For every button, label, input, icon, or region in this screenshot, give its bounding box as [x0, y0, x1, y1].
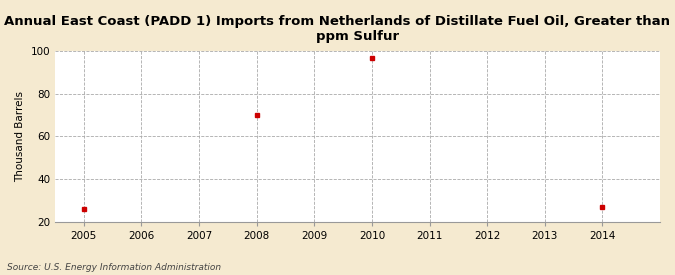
Title: Annual East Coast (PADD 1) Imports from Netherlands of Distillate Fuel Oil, Grea: Annual East Coast (PADD 1) Imports from …: [4, 15, 675, 43]
Y-axis label: Thousand Barrels: Thousand Barrels: [15, 91, 25, 182]
Text: Source: U.S. Energy Information Administration: Source: U.S. Energy Information Administ…: [7, 263, 221, 272]
